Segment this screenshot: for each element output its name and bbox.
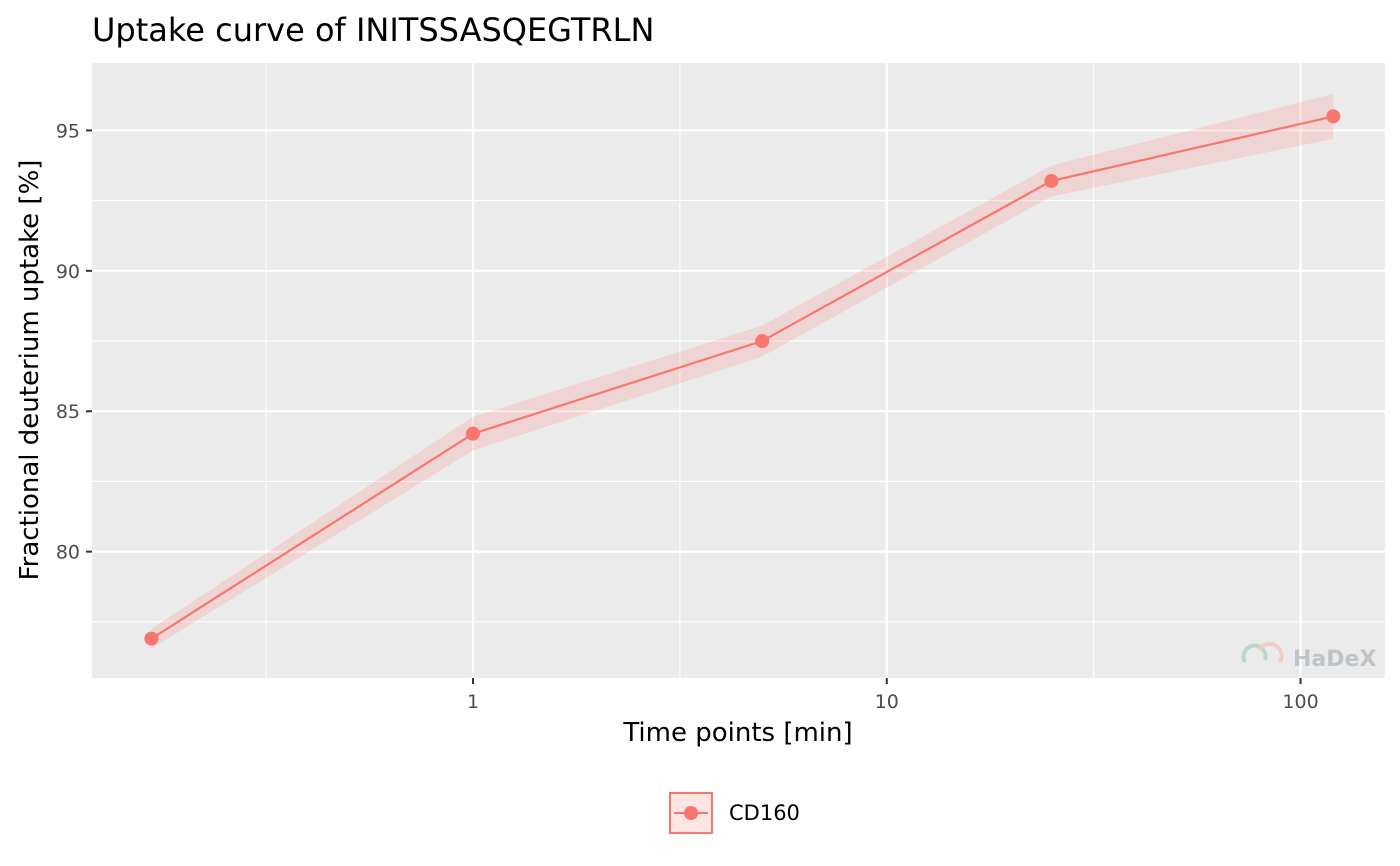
y-tick-label: 80 (56, 542, 80, 564)
x-tick-label: 1 (467, 691, 479, 713)
error-ribbons (151, 93, 1334, 649)
grid-minor (92, 63, 1385, 678)
y-axis: 80 85 90 95 (56, 120, 92, 564)
data-point (1044, 173, 1059, 188)
data-point (755, 334, 770, 349)
x-tick-label: 100 (1282, 691, 1318, 713)
x-axis: 1 10 100 (467, 678, 1319, 713)
hadex-logo: HaDeX (1241, 641, 1376, 672)
data-point (1326, 109, 1341, 124)
series-points (144, 109, 1341, 646)
grid-major (92, 63, 1385, 678)
legend-key-point (684, 806, 698, 820)
legend-label: CD160 (729, 801, 800, 825)
legend: CD160 (669, 792, 800, 834)
y-axis-title: Fractional deuterium uptake [%] (15, 160, 45, 581)
chart-title: Uptake curve of INITSSASQEGTRLN (92, 11, 654, 49)
hadex-logo-text: HaDeX (1293, 647, 1376, 672)
y-tick-label: 95 (56, 120, 80, 142)
data-point (144, 631, 159, 646)
plot-panel (92, 63, 1385, 678)
hadex-logo-icon (1241, 641, 1284, 663)
x-tick-label: 10 (875, 691, 899, 713)
x-axis-title: Time points [min] (622, 718, 852, 748)
y-tick-label: 85 (56, 401, 80, 423)
data-point (466, 426, 481, 441)
error-ribbon (151, 93, 1334, 649)
y-tick-label: 90 (56, 261, 80, 283)
